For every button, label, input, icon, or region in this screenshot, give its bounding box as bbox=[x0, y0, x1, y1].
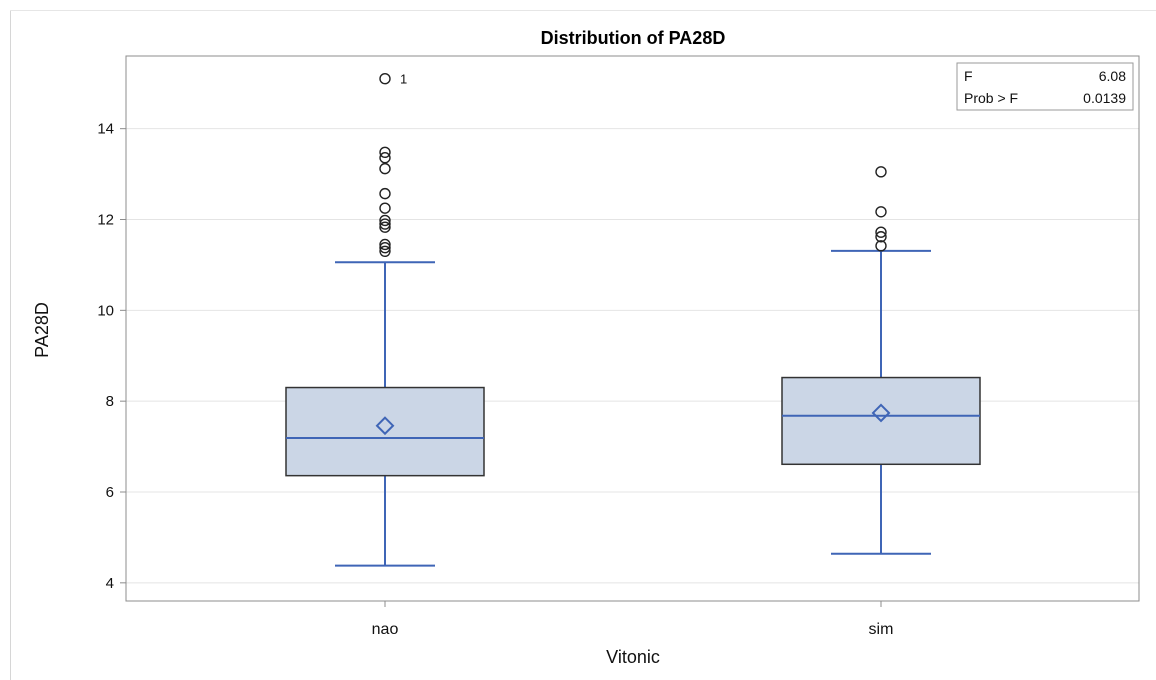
outlier-point bbox=[379, 152, 391, 164]
outlier-point bbox=[379, 146, 391, 158]
outlier-point bbox=[875, 206, 887, 218]
stat-f-label: F bbox=[964, 68, 973, 84]
stat-f-value: 6.08 bbox=[1099, 68, 1126, 84]
y-tick-label: 8 bbox=[106, 393, 114, 410]
mean-marker bbox=[375, 416, 395, 436]
chart-title: Distribution of PA28D bbox=[541, 28, 726, 48]
plot-area bbox=[125, 55, 1140, 602]
y-axis: 4 6 8 10 12 14 bbox=[97, 121, 126, 592]
x-tick-label: nao bbox=[372, 621, 399, 638]
stats-inset-border bbox=[956, 62, 1134, 111]
x-tick-label: sim bbox=[869, 621, 894, 638]
outlier-point bbox=[379, 214, 391, 227]
outlier-point bbox=[379, 218, 391, 230]
outlier-point bbox=[379, 162, 391, 175]
y-tick-label: 6 bbox=[106, 484, 114, 501]
gridlines bbox=[126, 128, 1139, 584]
stats-inset: F 6.08 Prob > F 0.0139 bbox=[956, 62, 1134, 111]
outlier-point bbox=[875, 231, 887, 243]
x-axis-title: Vitonic bbox=[606, 647, 660, 667]
box-sim bbox=[781, 166, 981, 555]
mean-marker bbox=[871, 403, 891, 423]
x-axis: nao sim bbox=[372, 601, 894, 638]
outlier-point bbox=[379, 238, 391, 251]
frame-border bbox=[10, 10, 11, 680]
y-tick-label: 14 bbox=[97, 121, 114, 138]
stat-prob-value: 0.0139 bbox=[1083, 90, 1126, 106]
y-axis-title: PA28D bbox=[32, 302, 52, 358]
frame-border bbox=[10, 10, 1156, 11]
box-series: 1 bbox=[285, 72, 981, 567]
outlier-point bbox=[379, 221, 391, 233]
outlier-point bbox=[379, 245, 391, 257]
outlier-point bbox=[875, 166, 887, 178]
y-tick-label: 4 bbox=[106, 575, 114, 592]
stat-prob-label: Prob > F bbox=[964, 90, 1018, 106]
outlier-point bbox=[379, 241, 391, 254]
outlier-point bbox=[379, 187, 391, 200]
box-nao: 1 bbox=[285, 72, 485, 567]
iqr-box bbox=[285, 386, 485, 477]
outlier-point bbox=[379, 202, 391, 214]
y-tick-label: 10 bbox=[97, 302, 114, 319]
y-tick-label: 12 bbox=[97, 212, 114, 229]
outlier-point bbox=[875, 226, 887, 238]
outlier-label: 1 bbox=[400, 72, 407, 87]
outlier-point bbox=[379, 73, 391, 85]
outlier-point bbox=[875, 240, 887, 252]
